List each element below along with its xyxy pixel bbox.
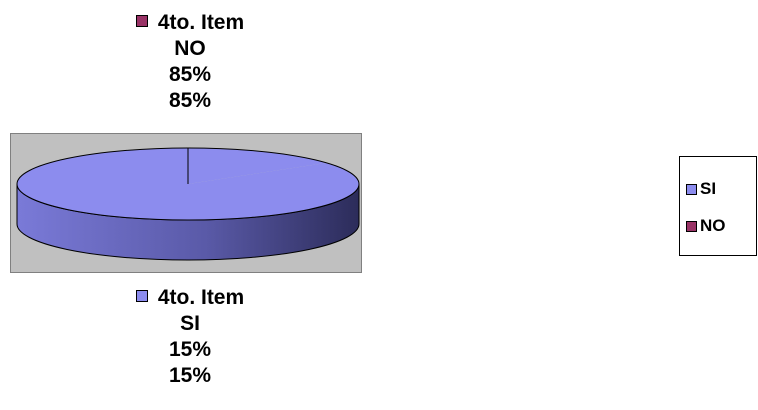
data-label-si-series-row: 4to. Item	[70, 285, 310, 311]
legend-label-si: SI	[700, 179, 717, 198]
legend-item-si[interactable]: SI	[680, 176, 756, 202]
data-label-si-series: 4to. Item	[157, 286, 245, 309]
data-label-si-swatch	[135, 290, 148, 302]
pie-chart	[16, 147, 360, 261]
legend-item-no[interactable]: NO	[680, 213, 756, 239]
data-label-no-percent: 85%	[168, 89, 212, 112]
legend-swatch-si	[686, 183, 697, 195]
pie-slice-si[interactable]	[188, 148, 327, 184]
data-label-si-value: 15%	[168, 338, 212, 361]
data-label-no-series: 4to. Item	[157, 11, 245, 34]
data-label-no-series-row: 4to. Item	[70, 10, 310, 36]
plot-area	[10, 133, 362, 273]
data-label-no-value: 85%	[168, 63, 212, 86]
data-label-si: 4to. Item SI 15% 15%	[70, 285, 310, 389]
legend-swatch-no	[686, 220, 697, 232]
data-label-si-percent: 15%	[168, 364, 212, 387]
data-label-no: 4to. Item NO 85% 85%	[70, 10, 310, 114]
data-label-no-category: NO	[174, 37, 206, 60]
data-label-no-swatch	[135, 15, 148, 27]
legend-label-no: NO	[700, 216, 726, 235]
data-label-si-category: SI	[180, 312, 200, 335]
pie-top-outline	[16, 147, 360, 221]
legend: SI NO	[679, 156, 757, 256]
